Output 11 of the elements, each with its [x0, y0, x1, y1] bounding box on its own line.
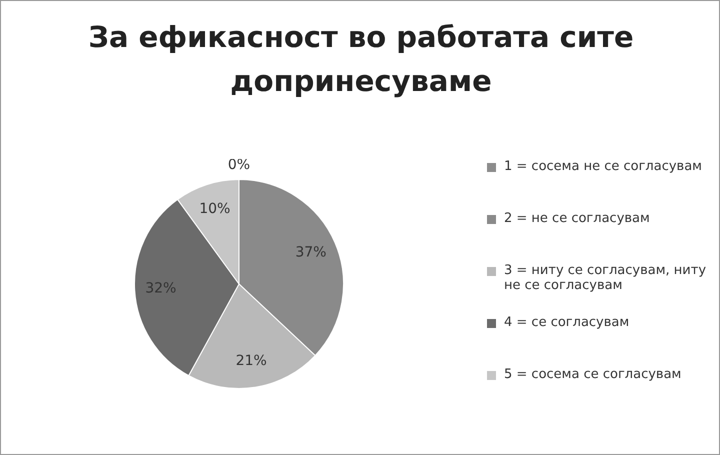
legend-label: 3 = ниту се согласувам, ниту не се согласувам: [504, 263, 708, 293]
data-label: 21%: [236, 353, 267, 370]
legend-label: 5 = сосема се согласувам: [504, 367, 682, 382]
legend-label: 1 = сосема не се согласувам: [504, 159, 702, 174]
data-label: 37%: [295, 244, 326, 261]
data-label: 32%: [145, 280, 176, 297]
data-label: 10%: [199, 201, 230, 218]
chart-title: За ефикасност во работата сите допринесуваме: [87, 19, 635, 100]
text: 0%: [228, 157, 250, 174]
legend-label: 2 = не се согласувам: [504, 211, 650, 226]
legend-label: 4 = се согласувам: [504, 315, 630, 330]
